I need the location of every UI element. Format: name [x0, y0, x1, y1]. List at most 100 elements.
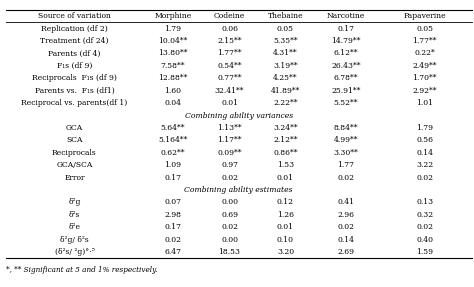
Text: 1.26: 1.26 — [277, 211, 294, 219]
Text: 0.40: 0.40 — [416, 236, 433, 244]
Text: 0.22*: 0.22* — [414, 49, 435, 57]
Text: 1.79: 1.79 — [416, 124, 433, 132]
Text: 2.96: 2.96 — [337, 211, 355, 219]
Text: GCA: GCA — [66, 124, 83, 132]
Text: Error: Error — [64, 174, 85, 182]
Text: 1.01: 1.01 — [416, 99, 433, 107]
Text: Source of variation: Source of variation — [38, 12, 111, 20]
Text: 25.91**: 25.91** — [331, 87, 361, 95]
Text: 2.98: 2.98 — [164, 211, 182, 219]
Text: 0.02: 0.02 — [221, 174, 238, 182]
Text: Papaverine: Papaverine — [403, 12, 446, 20]
Text: 0.56: 0.56 — [416, 136, 433, 144]
Text: 1.77**: 1.77** — [412, 37, 437, 45]
Text: 3.30**: 3.30** — [334, 149, 358, 157]
Text: 2.15**: 2.15** — [217, 37, 242, 45]
Text: 3.19**: 3.19** — [273, 62, 298, 70]
Text: 0.02: 0.02 — [164, 236, 182, 244]
Text: Reciprocal vs. parents(df 1): Reciprocal vs. parents(df 1) — [21, 99, 128, 107]
Text: 2.69: 2.69 — [337, 248, 355, 256]
Text: δ²s: δ²s — [69, 211, 80, 219]
Text: δ²e: δ²e — [68, 223, 81, 231]
Text: 0.14: 0.14 — [337, 236, 355, 244]
Text: GCA/SCA: GCA/SCA — [56, 161, 92, 169]
Text: 3.20: 3.20 — [277, 248, 294, 256]
Text: (δ²s/ ²g)°⋅⁵: (δ²s/ ²g)°⋅⁵ — [55, 248, 94, 256]
Text: 4.31**: 4.31** — [273, 49, 298, 57]
Text: Combining ability variances: Combining ability variances — [184, 112, 293, 120]
Text: 0.00: 0.00 — [221, 236, 238, 244]
Text: 0.01: 0.01 — [277, 174, 294, 182]
Text: 2.22**: 2.22** — [273, 99, 298, 107]
Text: 0.32: 0.32 — [416, 211, 433, 219]
Text: 6.12**: 6.12** — [334, 49, 358, 57]
Text: 2.49**: 2.49** — [412, 62, 437, 70]
Text: 14.79**: 14.79** — [331, 37, 361, 45]
Text: 10.04**: 10.04** — [158, 37, 188, 45]
Text: 6.47: 6.47 — [164, 248, 182, 256]
Text: 0.62**: 0.62** — [161, 149, 185, 157]
Text: 5.52**: 5.52** — [334, 99, 358, 107]
Text: Replication (df 2): Replication (df 2) — [41, 25, 108, 33]
Text: 0.04: 0.04 — [164, 99, 182, 107]
Text: 32.41**: 32.41** — [215, 87, 244, 95]
Text: 4.99**: 4.99** — [334, 136, 358, 144]
Text: 0.54**: 0.54** — [217, 62, 242, 70]
Text: 0.69: 0.69 — [221, 211, 238, 219]
Text: 1.60: 1.60 — [164, 87, 182, 95]
Text: 0.05: 0.05 — [416, 25, 433, 33]
Text: 0.17: 0.17 — [164, 223, 182, 231]
Text: SCA: SCA — [66, 136, 82, 144]
Text: 0.10: 0.10 — [277, 236, 294, 244]
Text: 0.05: 0.05 — [277, 25, 294, 33]
Text: 0.06: 0.06 — [221, 25, 238, 33]
Text: 7.58**: 7.58** — [161, 62, 185, 70]
Text: 0.13: 0.13 — [416, 198, 433, 206]
Text: 0.01: 0.01 — [277, 223, 294, 231]
Text: 0.02: 0.02 — [337, 174, 355, 182]
Text: F₁s (df 9): F₁s (df 9) — [57, 62, 92, 70]
Text: 2.12**: 2.12** — [273, 136, 298, 144]
Text: 3.22: 3.22 — [416, 161, 433, 169]
Text: 5.35**: 5.35** — [273, 37, 298, 45]
Text: 0.00: 0.00 — [221, 198, 238, 206]
Text: 1.53: 1.53 — [277, 161, 294, 169]
Text: 0.09**: 0.09** — [217, 149, 242, 157]
Text: Narcotine: Narcotine — [327, 12, 365, 20]
Text: 0.02: 0.02 — [416, 223, 433, 231]
Text: 4.25**: 4.25** — [273, 74, 298, 82]
Text: 1.79: 1.79 — [164, 25, 182, 33]
Text: 0.07: 0.07 — [164, 198, 182, 206]
Text: 12.88**: 12.88** — [158, 74, 188, 82]
Text: 2.92**: 2.92** — [412, 87, 437, 95]
Text: Treatment (df 24): Treatment (df 24) — [40, 37, 109, 45]
Text: Combining ability estimates: Combining ability estimates — [184, 186, 293, 194]
Text: 1.70**: 1.70** — [412, 74, 437, 82]
Text: Codeine: Codeine — [214, 12, 245, 20]
Text: 13.80**: 13.80** — [158, 49, 188, 57]
Text: 0.41: 0.41 — [337, 198, 355, 206]
Text: δ²g: δ²g — [68, 198, 81, 206]
Text: 5.64**: 5.64** — [161, 124, 185, 132]
Text: 0.02: 0.02 — [337, 223, 355, 231]
Text: 0.02: 0.02 — [221, 223, 238, 231]
Text: δ²g/ δ²s: δ²g/ δ²s — [60, 236, 89, 244]
Text: 1.77: 1.77 — [337, 161, 355, 169]
Text: *, ** Significant at 5 and 1% respectively.: *, ** Significant at 5 and 1% respective… — [6, 266, 157, 274]
Text: 0.01: 0.01 — [221, 99, 238, 107]
Text: 8.84**: 8.84** — [334, 124, 358, 132]
Text: 26.43**: 26.43** — [331, 62, 361, 70]
Text: 3.24**: 3.24** — [273, 124, 298, 132]
Text: 6.78**: 6.78** — [334, 74, 358, 82]
Text: 0.97: 0.97 — [221, 161, 238, 169]
Text: 18.53: 18.53 — [219, 248, 241, 256]
Text: 0.17: 0.17 — [337, 25, 355, 33]
Text: 0.17: 0.17 — [164, 174, 182, 182]
Text: 41.89**: 41.89** — [271, 87, 300, 95]
Text: Thebaine: Thebaine — [268, 12, 303, 20]
Text: 1.09: 1.09 — [164, 161, 182, 169]
Text: Reciprocals  F₁s (df 9): Reciprocals F₁s (df 9) — [32, 74, 117, 82]
Text: 0.14: 0.14 — [416, 149, 433, 157]
Text: Reciprocals: Reciprocals — [52, 149, 97, 157]
Text: 1.59: 1.59 — [416, 248, 433, 256]
